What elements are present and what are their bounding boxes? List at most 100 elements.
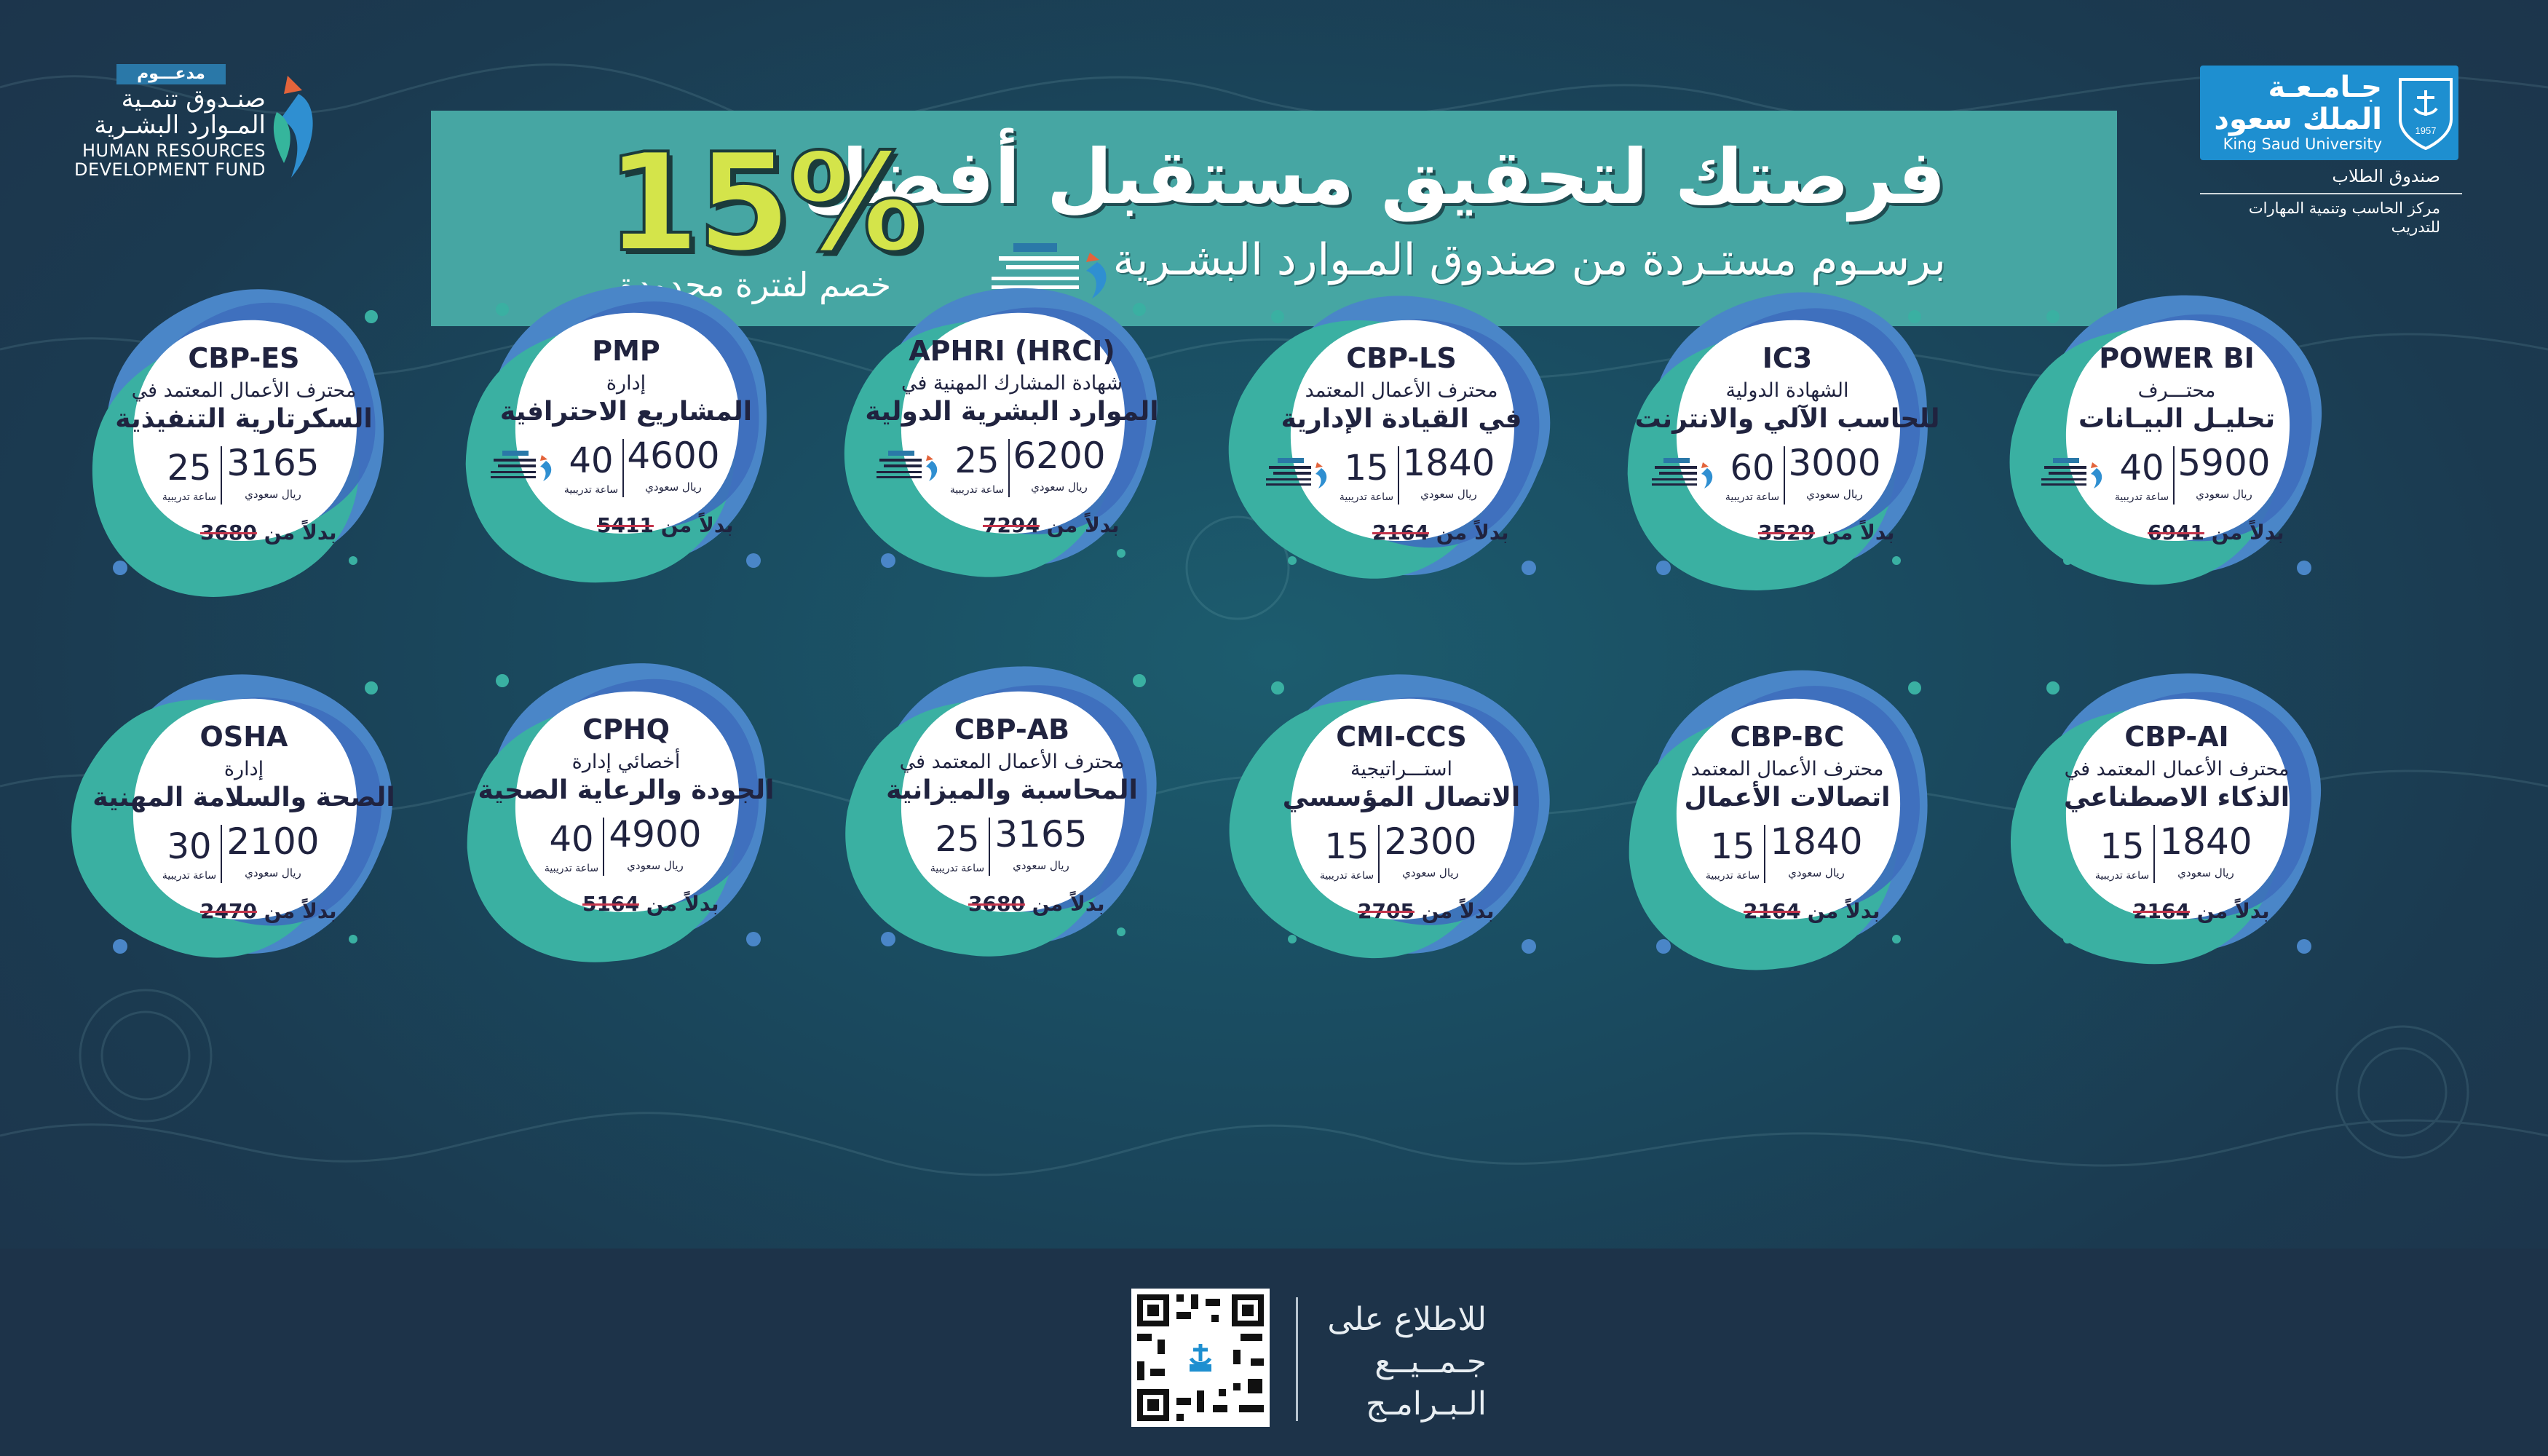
program-title-line2: للحاسب الآلي والانترنت <box>1634 404 1940 434</box>
price-currency-label: ريال سعودي <box>1013 859 1069 872</box>
original-price: 2164 بدلاً من <box>2133 899 2270 923</box>
program-hours: 15 <box>1324 826 1369 867</box>
card-blob-shape <box>1229 674 1550 958</box>
original-price-prefix: بدلاً من <box>2211 521 2284 545</box>
card-blob-shape <box>845 666 1157 957</box>
ksu-english-name: King Saud University <box>2223 135 2382 153</box>
hours-label: ساعة تدريبية <box>1705 870 1760 882</box>
hrdf-card-logo-icon <box>877 451 938 481</box>
program-title-line2: الاتصال المؤسسي <box>1282 783 1521 812</box>
program-card: POWER BI محتـــرف تحليـل البيـانات 5900 … <box>2009 280 2330 586</box>
original-price-prefix: بدلاً من <box>264 521 337 545</box>
hours-label: ساعة تدريبية <box>2094 870 2150 882</box>
original-price-value: 5411 <box>597 513 654 537</box>
hrdf-small-mark-icon <box>992 243 1107 298</box>
program-price: 3000 <box>1788 442 1881 484</box>
original-price-prefix: بدلاً من <box>2196 899 2270 923</box>
program-price: 4900 <box>609 813 702 855</box>
original-price-prefix: بدلاً من <box>1032 892 1105 916</box>
program-title-line1: محترف الأعمال المعتمد <box>1690 758 1884 780</box>
original-price-value: 3680 <box>200 521 257 545</box>
hours-label: ساعة تدريبية <box>1339 491 1394 503</box>
original-price-value: 7294 <box>983 513 1040 537</box>
view-all-programs-text: للاطلاع على جـمــيــع الـبـرامـج <box>1327 1301 1487 1423</box>
price-currency-label: ريال سعودي <box>645 480 702 494</box>
card-blob-shape <box>467 663 767 962</box>
price-currency-label: ريال سعودي <box>1788 866 1845 879</box>
program-price: 2100 <box>226 820 320 863</box>
ksu-arabic-name: جـامـعـة الملك سعود <box>2214 71 2382 136</box>
program-price: 5900 <box>2177 442 2271 484</box>
price-currency-label: ريال سعودي <box>1420 488 1477 501</box>
price-divider <box>1784 446 1785 505</box>
card-blob-shape <box>1228 296 1551 579</box>
original-price: 7294 بدلاً من <box>983 513 1120 537</box>
original-price-value: 2470 <box>200 899 257 923</box>
price-divider <box>1008 439 1010 497</box>
program-code: POWER BI <box>2099 342 2255 374</box>
program-card: APHRI (HRCI) شهادة المشارك المهنية في ال… <box>844 273 1165 579</box>
program-title-line1: إدارة <box>223 758 264 780</box>
program-title-line2: في القيادة الإدارية <box>1281 404 1522 434</box>
program-code: CBP-LS <box>1346 342 1457 374</box>
program-title-line1: إدارة <box>606 372 646 395</box>
banner-headline: فرصتك لتحقيق مستقبل أفضل <box>802 132 1946 221</box>
price-divider <box>2153 825 2155 883</box>
hrdf-arabic-name: صنـدوق تنمـية المـوارد البشـرية <box>94 84 266 140</box>
program-card: CBP-AI محترف الأعمال المعتمد في الذكاء ا… <box>2011 659 2330 965</box>
program-code: IC3 <box>1762 342 1813 374</box>
program-hours: 40 <box>569 440 614 481</box>
program-hours: 15 <box>1344 448 1389 488</box>
program-title-line1: محتـــرف <box>2137 379 2216 402</box>
original-price-value: 5164 <box>582 892 639 916</box>
program-card: CMI-CCS استـــراتيجية الاتصال المؤسسي 23… <box>1229 659 1554 965</box>
program-price: 4600 <box>627 435 720 477</box>
original-price: 2470 بدلاً من <box>200 899 337 923</box>
program-card: CBP-AB محترف الأعمال المعتمد في المحاسبة… <box>845 652 1165 957</box>
program-title-line1: شهادة المشارك المهنية في <box>901 372 1123 395</box>
price-currency-label: ريال سعودي <box>1402 866 1459 879</box>
program-title-line1: محترف الأعمال المعتمد في <box>2064 758 2290 780</box>
footer-divider <box>1296 1297 1298 1421</box>
original-price: 6941 بدلاً من <box>2148 521 2284 545</box>
program-hours: 60 <box>1730 448 1775 488</box>
program-title-line2: المشاريع الاحترافية <box>499 397 753 427</box>
ksu-year: 1957 <box>2416 125 2437 136</box>
card-blob-shape <box>2011 673 2322 965</box>
original-price-value: 2705 <box>1358 899 1415 923</box>
program-price: 1840 <box>1770 820 1863 863</box>
hours-label: ساعة تدريبية <box>162 491 217 503</box>
original-price-prefix: بدلاً من <box>1436 521 1509 545</box>
hrdf-logo: مدعـــوم صنـدوق تنمـية المـوارد البشـرية … <box>44 64 335 195</box>
qr-code-icon[interactable] <box>1131 1289 1270 1427</box>
program-code: OSHA <box>199 721 288 753</box>
price-currency-label: ريال سعودي <box>245 866 301 879</box>
price-divider <box>1398 446 1399 505</box>
price-currency-label: ريال سعودي <box>1031 480 1088 494</box>
card-blob-shape <box>2009 295 2322 585</box>
discount-percent: 15% <box>604 122 925 283</box>
program-hours: 25 <box>167 448 212 488</box>
price-divider <box>603 818 604 876</box>
price-currency-label: ريال سعودي <box>2196 488 2252 501</box>
original-price-value: 2164 <box>1372 521 1429 545</box>
price-divider <box>221 446 222 505</box>
original-price: 5164 بدلاً من <box>582 892 719 916</box>
original-price: 2164 بدلاً من <box>1744 899 1880 923</box>
program-title-line1: محترف الأعمال المعتمد في <box>899 751 1125 773</box>
program-hours: 25 <box>954 440 1000 481</box>
card-blob-shape <box>465 285 767 583</box>
program-price: 1840 <box>2159 820 2252 863</box>
original-price: 3680 بدلاً من <box>200 521 337 545</box>
program-card: CBP-LS محترف الأعمال المعتمد في القيادة … <box>1228 280 1554 586</box>
original-price: 3529 بدلاً من <box>1758 521 1895 545</box>
hours-label: ساعة تدريبية <box>1319 870 1374 882</box>
program-price: 3165 <box>226 442 320 484</box>
original-price: 3680 بدلاً من <box>968 892 1105 916</box>
program-hours: 30 <box>167 826 212 867</box>
price-divider <box>221 825 222 883</box>
program-card: PMP إدارة المشاريع الاحترافية 4600 ريال … <box>465 273 779 583</box>
card-blob-shape <box>1627 292 1928 590</box>
program-title-line2: المحاسبة والميزانية <box>886 775 1138 805</box>
hours-label: ساعة تدريبية <box>930 863 985 874</box>
